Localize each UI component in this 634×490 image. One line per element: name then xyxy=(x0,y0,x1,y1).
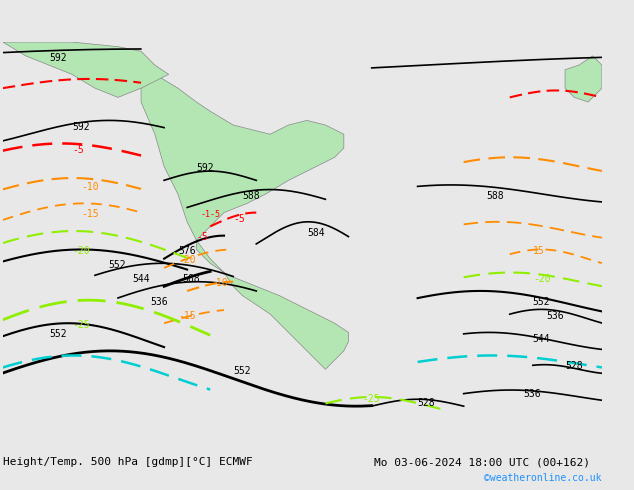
Text: -5: -5 xyxy=(197,232,208,242)
Text: -15: -15 xyxy=(178,311,195,320)
Text: -5: -5 xyxy=(233,214,245,224)
Polygon shape xyxy=(565,56,602,102)
Text: 552: 552 xyxy=(233,366,251,376)
Text: 592: 592 xyxy=(72,122,89,132)
Text: 536: 536 xyxy=(547,311,564,320)
Text: -1-5: -1-5 xyxy=(201,210,221,219)
Text: -25: -25 xyxy=(72,320,89,330)
Text: 552: 552 xyxy=(49,329,67,339)
Text: 15: 15 xyxy=(533,246,545,256)
Text: Height/Temp. 500 hPa [gdmp][°C] ECMWF: Height/Temp. 500 hPa [gdmp][°C] ECMWF xyxy=(3,457,252,467)
Text: 592: 592 xyxy=(49,52,67,63)
Text: 592: 592 xyxy=(197,163,214,173)
Text: 536: 536 xyxy=(524,389,541,399)
Text: 552: 552 xyxy=(109,260,126,270)
Text: 568: 568 xyxy=(183,274,200,284)
Text: 576: 576 xyxy=(178,246,195,256)
Text: ©weatheronline.co.uk: ©weatheronline.co.uk xyxy=(484,473,602,483)
Text: -20: -20 xyxy=(72,246,89,256)
Text: 528: 528 xyxy=(565,361,583,371)
Text: -10: -10 xyxy=(210,278,228,288)
Text: 536: 536 xyxy=(150,297,168,307)
Text: -20: -20 xyxy=(533,274,550,284)
Text: 528: 528 xyxy=(418,398,435,408)
Text: 552: 552 xyxy=(533,297,550,307)
Text: -5: -5 xyxy=(72,145,84,155)
Text: 544: 544 xyxy=(132,274,150,284)
Text: 584: 584 xyxy=(307,228,325,238)
Polygon shape xyxy=(141,65,349,369)
Text: -10: -10 xyxy=(81,182,99,192)
Text: 544: 544 xyxy=(533,334,550,343)
Text: Mo 03-06-2024 18:00 UTC (00+162): Mo 03-06-2024 18:00 UTC (00+162) xyxy=(374,457,590,467)
Text: -20: -20 xyxy=(178,255,195,265)
Text: -15: -15 xyxy=(81,209,99,219)
Text: -25: -25 xyxy=(362,393,380,404)
Text: 588: 588 xyxy=(487,191,504,201)
Text: 588: 588 xyxy=(242,191,260,201)
Polygon shape xyxy=(3,42,169,98)
